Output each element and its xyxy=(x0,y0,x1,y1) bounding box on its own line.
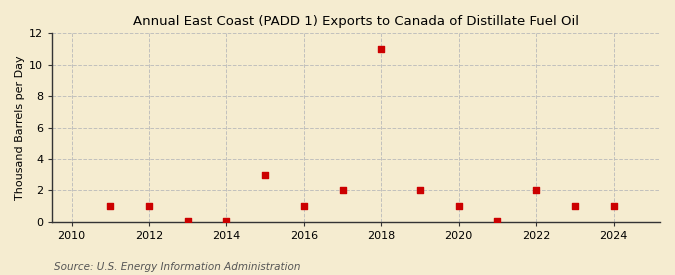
Point xyxy=(105,204,116,208)
Point xyxy=(531,188,541,192)
Y-axis label: Thousand Barrels per Day: Thousand Barrels per Day xyxy=(15,55,25,200)
Text: Source: U.S. Energy Information Administration: Source: U.S. Energy Information Administ… xyxy=(54,262,300,272)
Point xyxy=(376,47,387,51)
Point xyxy=(414,188,425,192)
Point xyxy=(338,188,348,192)
Point xyxy=(492,219,503,223)
Point xyxy=(182,219,193,223)
Point xyxy=(454,204,464,208)
Point xyxy=(570,204,580,208)
Title: Annual East Coast (PADD 1) Exports to Canada of Distillate Fuel Oil: Annual East Coast (PADD 1) Exports to Ca… xyxy=(133,15,579,28)
Point xyxy=(298,204,309,208)
Point xyxy=(221,219,232,223)
Point xyxy=(608,204,619,208)
Point xyxy=(144,204,155,208)
Point xyxy=(260,172,271,177)
